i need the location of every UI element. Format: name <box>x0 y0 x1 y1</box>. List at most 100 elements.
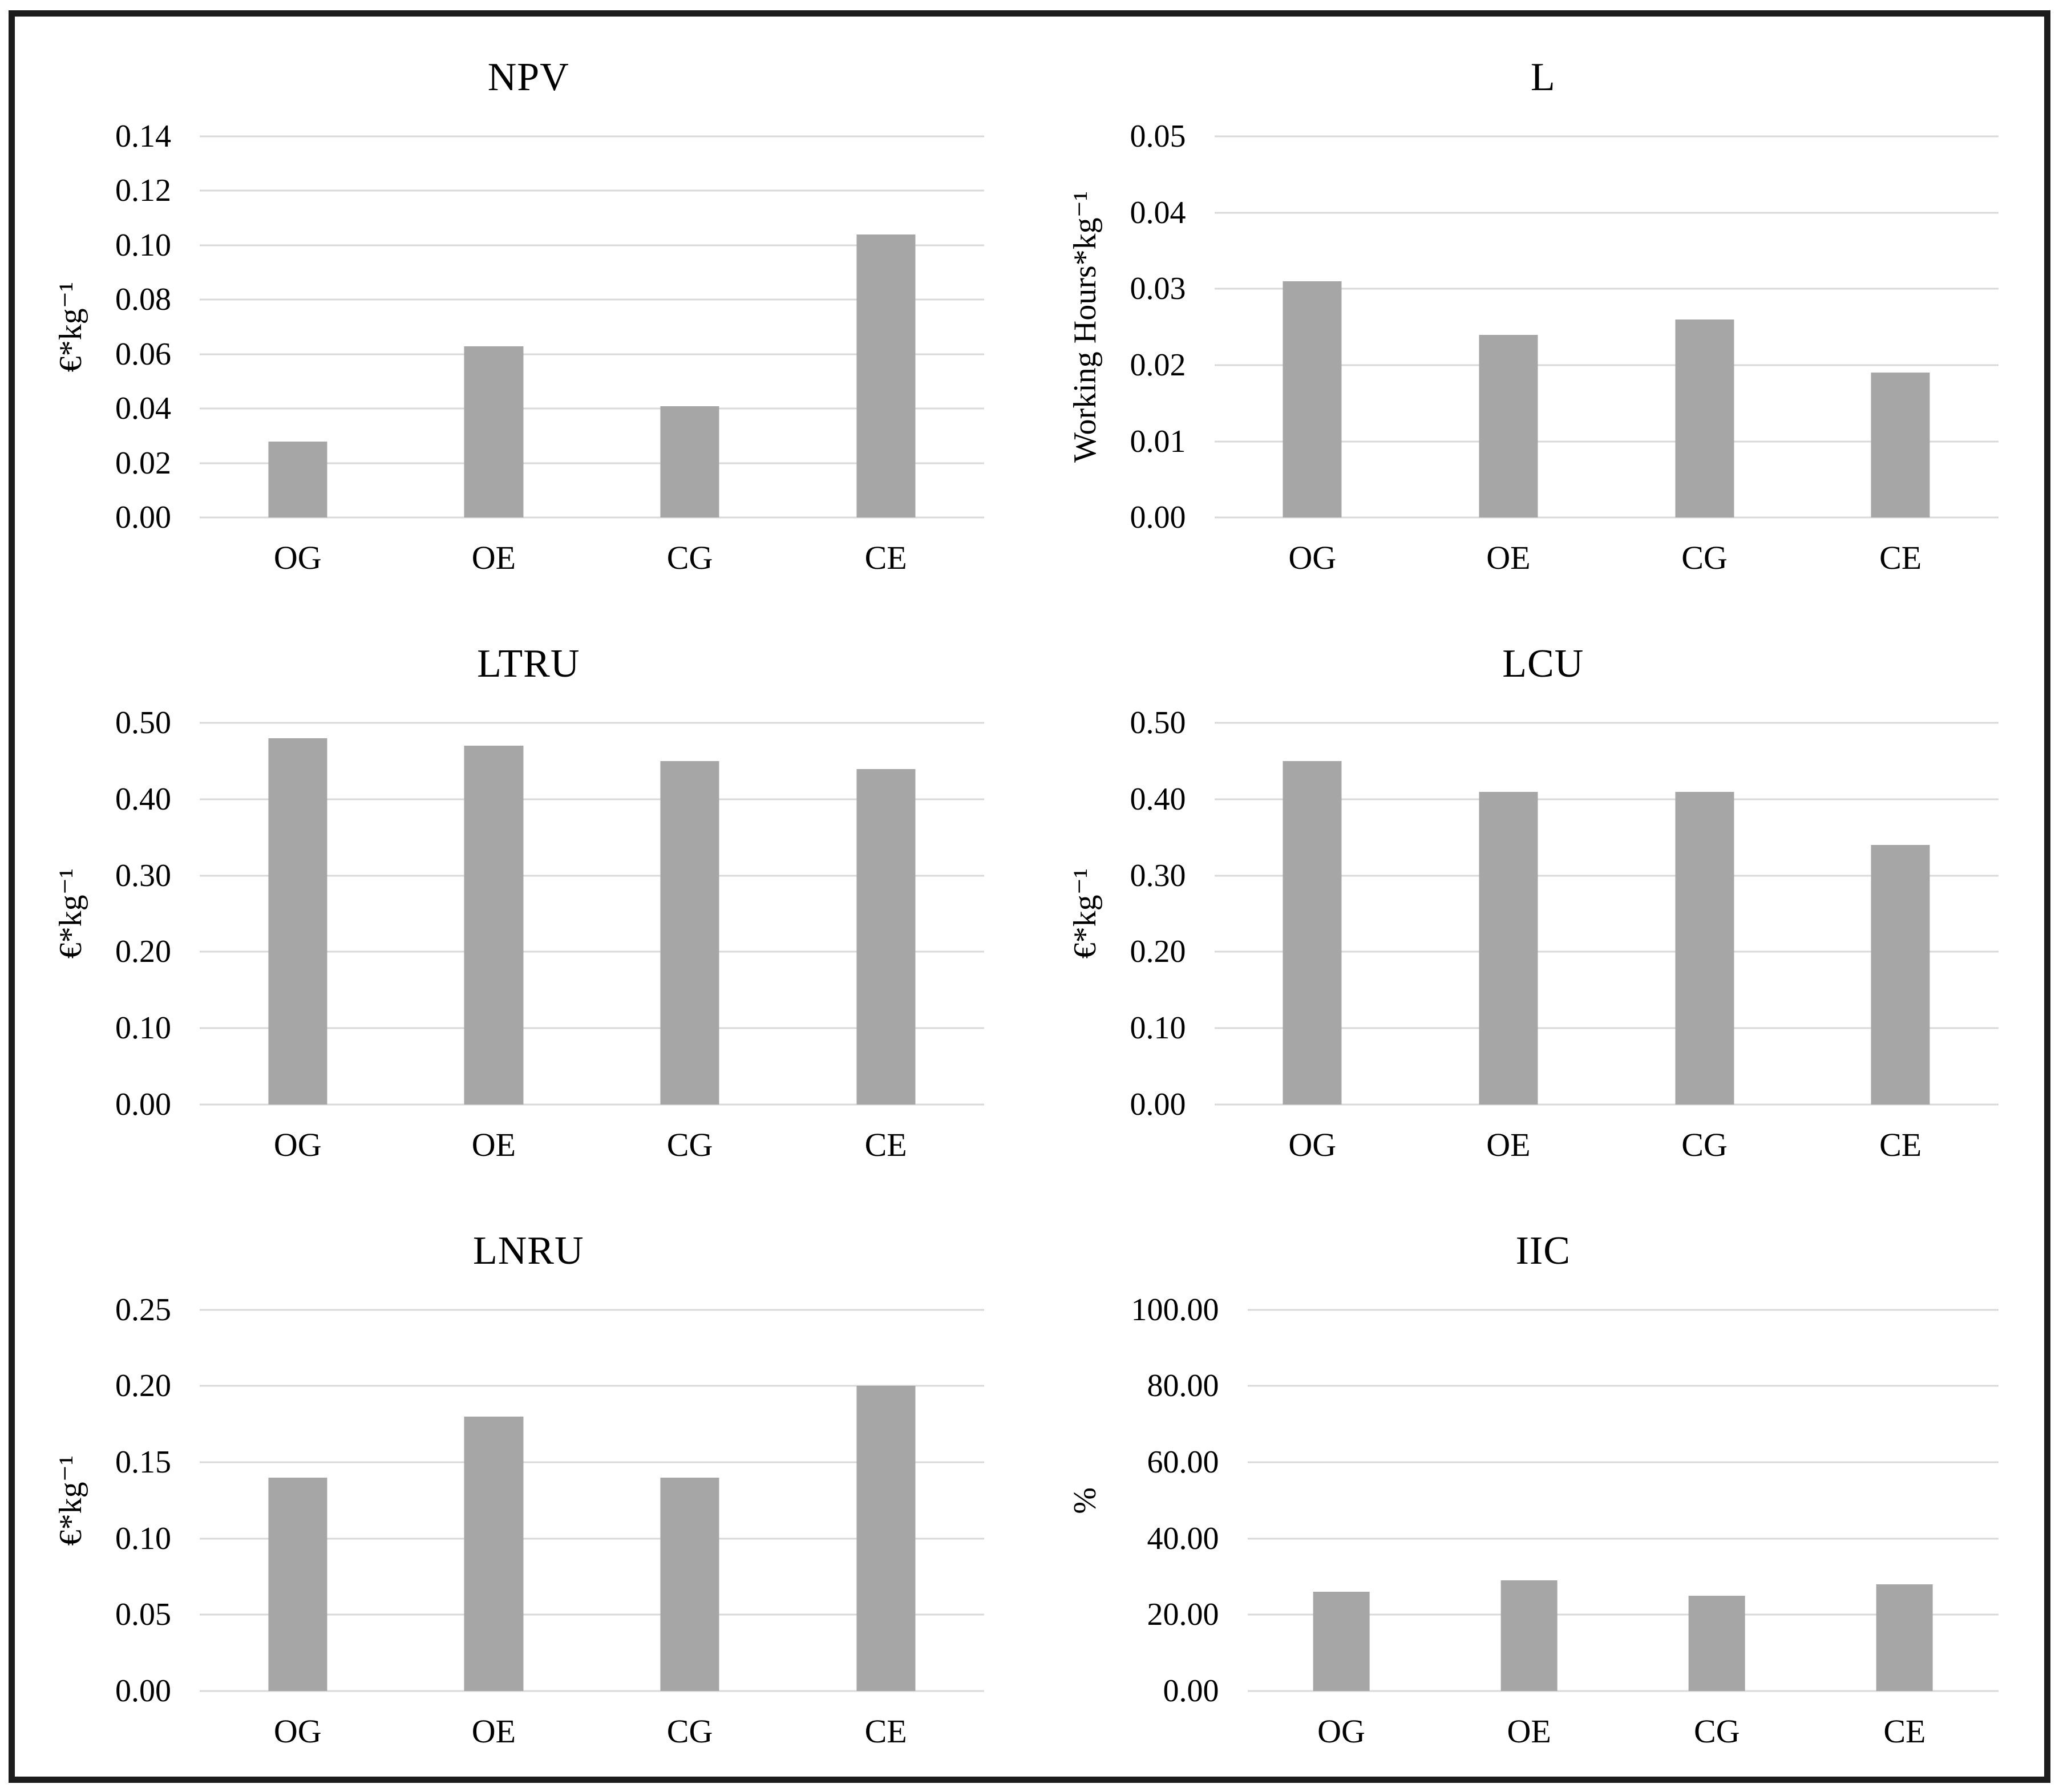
x-axis-labels: OG OE CG CE <box>200 517 984 603</box>
chart-title: IIC <box>1515 1228 1571 1273</box>
chart-body: €*kg⁻¹ 0.00 0.10 0.20 0.30 0.40 0.50 OG OE CG CE <box>1054 707 2033 1190</box>
chart-npv: NPV €*kg⁻¹ 0.00 0.02 0.04 0.06 0.08 0.10 0.12 0… <box>15 17 1030 603</box>
bar-ce <box>856 768 916 1105</box>
y-axis-title: Working Hours*kg⁻¹ <box>1067 191 1103 463</box>
chart-l: L Working Hours*kg⁻¹ 0.00 0.01 0.02 0.03 0.0… <box>1030 17 2045 603</box>
gridline <box>200 1103 984 1106</box>
y-axis-ticks-column: 0.00 20.00 40.00 60.00 80.00 100.00 <box>1117 1294 1248 1777</box>
x-category-label: OE <box>471 1713 516 1750</box>
x-axis-labels: OG OE CG CE <box>200 1105 984 1190</box>
gridline <box>200 244 984 246</box>
plot-column: OG OE CG CE <box>200 135 984 603</box>
y-tick-label: 0.10 <box>115 1520 171 1556</box>
y-tick-label: 0.50 <box>1130 705 1186 741</box>
x-category-label: CE <box>1883 1713 1926 1750</box>
plot-area <box>1214 722 1999 1106</box>
y-tick-label: 0.30 <box>1130 857 1186 893</box>
y-tick-label: 0.30 <box>115 857 171 893</box>
y-tick-label: 0.08 <box>115 282 171 318</box>
x-axis-labels: OG OE CG CE <box>1215 517 1999 603</box>
gridline <box>1214 516 1999 519</box>
x-category-label: OE <box>1486 1126 1531 1163</box>
chart-body: €*kg⁻¹ 0.00 0.10 0.20 0.30 0.40 0.50 OG OE CG CE <box>39 707 1018 1190</box>
x-category-label: OE <box>1486 539 1531 577</box>
gridline <box>1247 1309 1999 1311</box>
bar-ce <box>856 234 916 518</box>
y-axis-ticks-column: 0.00 0.02 0.04 0.06 0.08 0.10 0.12 0.14 <box>102 120 200 603</box>
y-axis-title: €*kg⁻¹ <box>1067 868 1103 959</box>
x-category-label: OG <box>1288 539 1337 577</box>
x-category-label: OE <box>1507 1713 1551 1750</box>
y-axis-title-wrap: €*kg⁻¹ <box>39 1310 102 1691</box>
y-axis-title: €*kg⁻¹ <box>52 281 88 373</box>
gridline <box>1247 1461 1999 1463</box>
chart-lnru: LNRU €*kg⁻¹ 0.00 0.05 0.10 0.15 0.20 0.25 OG O… <box>15 1190 1030 1777</box>
y-axis-title-column: % <box>1054 1310 1117 1777</box>
bar-cg <box>1675 319 1734 518</box>
y-axis-ticks: 0.00 0.05 0.10 0.15 0.20 0.25 <box>102 1294 200 1707</box>
y-tick-label: 0.01 <box>1130 423 1186 459</box>
gridline <box>200 135 984 137</box>
y-tick-label: 0.00 <box>1130 500 1186 536</box>
y-axis-ticks-column: 0.00 0.01 0.02 0.03 0.04 0.05 <box>1117 120 1215 603</box>
x-category-label: OG <box>1317 1713 1365 1750</box>
chart-iic: IIC % 0.00 20.00 40.00 60.00 80.00 100.00 OG O… <box>1030 1190 2045 1777</box>
chart-body: €*kg⁻¹ 0.00 0.02 0.04 0.06 0.08 0.10 0.12 0.14 … <box>39 120 1018 603</box>
y-axis-ticks: 0.00 20.00 40.00 60.00 80.00 100.00 <box>1117 1294 1248 1707</box>
gridline <box>1214 364 1999 366</box>
bar-og <box>268 441 327 518</box>
plot-column: OG OE CG CE <box>1214 722 1999 1190</box>
bar-oe <box>464 1416 523 1691</box>
y-tick-label: 0.40 <box>1130 781 1186 817</box>
y-tick-label: 0.02 <box>115 445 171 481</box>
chart-body: €*kg⁻¹ 0.00 0.05 0.10 0.15 0.20 0.25 OG OE CG CE <box>39 1294 1018 1777</box>
y-axis-title-column: €*kg⁻¹ <box>1054 723 1117 1190</box>
axis-spacer <box>39 517 102 603</box>
bar-og <box>268 1477 327 1691</box>
plot-column: OG OE CG CE <box>1214 135 1999 603</box>
x-category-label: OG <box>273 539 322 577</box>
y-axis-title-column: Working Hours*kg⁻¹ <box>1054 136 1117 603</box>
plot-column: OG OE CG CE <box>1247 1309 1999 1777</box>
y-axis-title-column: €*kg⁻¹ <box>39 723 102 1190</box>
y-axis-title: % <box>1067 1487 1103 1514</box>
gridline <box>200 189 984 192</box>
y-tick-label: 60.00 <box>1147 1444 1219 1480</box>
y-tick-label: 0.15 <box>115 1444 171 1480</box>
y-axis-ticks: 0.00 0.10 0.20 0.30 0.40 0.50 <box>1117 707 1215 1120</box>
gridline <box>200 353 984 355</box>
axis-spacer <box>1054 1691 1117 1777</box>
y-tick-label: 0.10 <box>115 1010 171 1046</box>
chart-body: Working Hours*kg⁻¹ 0.00 0.01 0.02 0.03 0.04 0… <box>1054 120 2033 603</box>
y-axis-title-wrap: Working Hours*kg⁻¹ <box>1054 136 1117 517</box>
gridline <box>1214 288 1999 290</box>
bar-og <box>268 738 327 1105</box>
gridline <box>200 298 984 301</box>
y-tick-label: 0.12 <box>115 173 171 209</box>
y-axis-ticks: 0.00 0.01 0.02 0.03 0.04 0.05 <box>1117 120 1215 533</box>
x-category-label: CE <box>864 539 907 577</box>
gridline <box>200 1027 984 1029</box>
bar-oe <box>1479 334 1538 518</box>
gridline <box>200 722 984 724</box>
gridline <box>1247 1690 1999 1692</box>
plot-area <box>1214 135 1999 519</box>
bar-ce <box>1871 373 1930 518</box>
y-tick-label: 0.04 <box>1130 195 1186 230</box>
gridline <box>1247 1538 1999 1540</box>
y-tick-label: 0.14 <box>115 119 171 154</box>
axis-spacer <box>39 1691 102 1777</box>
gridline <box>1214 1103 1999 1106</box>
plot-area <box>200 1309 984 1692</box>
y-tick-label: 20.00 <box>1147 1597 1219 1633</box>
x-category-label: OE <box>471 539 516 577</box>
plot-column: OG OE CG CE <box>200 1309 984 1777</box>
x-category-label: OE <box>471 1126 516 1163</box>
bar-og <box>1283 761 1342 1105</box>
bar-ce <box>1871 845 1930 1105</box>
gridline <box>200 1461 984 1463</box>
x-axis-labels: OG OE CG CE <box>200 1691 984 1777</box>
y-tick-label: 0.10 <box>115 227 171 263</box>
x-category-label: CG <box>1681 539 1728 577</box>
plot-area <box>200 135 984 519</box>
